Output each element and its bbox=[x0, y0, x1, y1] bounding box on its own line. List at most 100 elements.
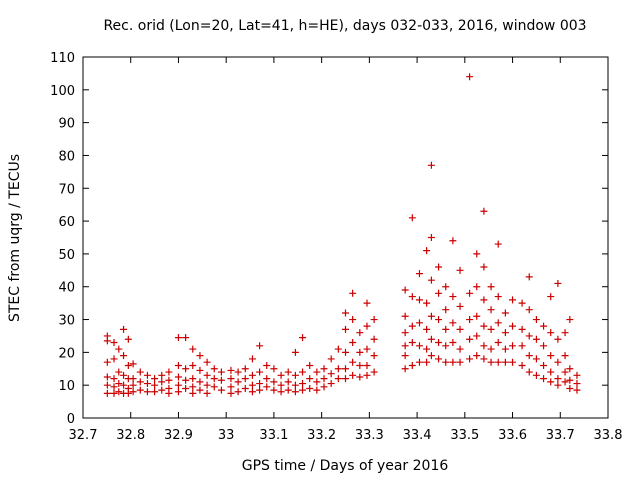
data-point bbox=[227, 389, 235, 397]
data-point bbox=[256, 342, 264, 350]
data-point bbox=[449, 293, 457, 301]
data-point bbox=[217, 376, 225, 384]
data-point bbox=[115, 368, 123, 376]
y-tick-label: 0 bbox=[67, 412, 75, 427]
data-point bbox=[363, 361, 371, 369]
data-point bbox=[487, 345, 495, 353]
data-point bbox=[110, 383, 118, 391]
data-point bbox=[573, 371, 581, 379]
data-point bbox=[532, 371, 540, 379]
data-point bbox=[234, 368, 242, 376]
data-point bbox=[291, 371, 299, 379]
data-point bbox=[151, 388, 159, 396]
data-point bbox=[120, 371, 128, 379]
data-point bbox=[449, 319, 457, 327]
data-point bbox=[423, 345, 431, 353]
data-point bbox=[561, 352, 569, 360]
data-point bbox=[189, 383, 197, 391]
data-point bbox=[189, 361, 197, 369]
data-point bbox=[284, 368, 292, 376]
data-point bbox=[217, 368, 225, 376]
data-point bbox=[449, 237, 457, 245]
data-point bbox=[174, 388, 182, 396]
data-point bbox=[480, 355, 488, 363]
data-point bbox=[299, 386, 307, 394]
data-point bbox=[174, 334, 182, 342]
data-point bbox=[547, 293, 555, 301]
data-point bbox=[518, 361, 526, 369]
data-point bbox=[234, 388, 242, 396]
data-point bbox=[356, 373, 364, 381]
data-point bbox=[423, 358, 431, 366]
data-point bbox=[165, 376, 173, 384]
data-point bbox=[129, 360, 137, 368]
data-point bbox=[189, 375, 197, 383]
data-point bbox=[532, 335, 540, 343]
x-tick-label: 33.4 bbox=[403, 428, 432, 443]
data-point bbox=[480, 207, 488, 215]
data-point bbox=[487, 325, 495, 333]
data-point bbox=[435, 289, 443, 297]
data-point bbox=[473, 352, 481, 360]
data-point bbox=[566, 365, 574, 373]
data-point bbox=[284, 386, 292, 394]
data-point bbox=[501, 309, 509, 317]
data-point bbox=[248, 371, 256, 379]
data-point bbox=[306, 361, 314, 369]
data-point bbox=[466, 355, 474, 363]
y-tick-label: 30 bbox=[58, 314, 75, 329]
data-point bbox=[158, 378, 166, 386]
data-point bbox=[227, 366, 235, 374]
data-point bbox=[299, 334, 307, 342]
data-point bbox=[241, 375, 249, 383]
data-point bbox=[363, 299, 371, 307]
data-point bbox=[158, 371, 166, 379]
data-point bbox=[415, 319, 423, 327]
data-point bbox=[227, 375, 235, 383]
data-point bbox=[110, 375, 118, 383]
data-point bbox=[210, 365, 218, 373]
data-point bbox=[401, 286, 409, 294]
data-point bbox=[277, 371, 285, 379]
data-point bbox=[554, 335, 562, 343]
data-point bbox=[256, 386, 264, 394]
data-point bbox=[540, 375, 548, 383]
x-tick-label: 33.6 bbox=[498, 428, 527, 443]
data-point bbox=[466, 316, 474, 324]
data-point bbox=[525, 306, 533, 314]
data-point bbox=[349, 316, 357, 324]
data-point bbox=[227, 383, 235, 391]
data-point bbox=[203, 358, 211, 366]
data-point bbox=[501, 345, 509, 353]
data-point bbox=[370, 316, 378, 324]
data-point bbox=[554, 375, 562, 383]
data-point bbox=[449, 358, 457, 366]
y-tick-label: 70 bbox=[58, 182, 75, 197]
data-point bbox=[241, 365, 249, 373]
data-point bbox=[120, 325, 128, 333]
data-point bbox=[196, 352, 204, 360]
x-axis: 32.7 32.8 32.9 33 33.1 33.2 33.3 33.4 33.5 33.6 33… bbox=[69, 57, 622, 443]
data-point bbox=[473, 332, 481, 340]
data-point bbox=[501, 358, 509, 366]
data-point bbox=[203, 381, 211, 389]
data-point bbox=[561, 329, 569, 337]
data-point bbox=[547, 352, 555, 360]
data-point bbox=[124, 361, 132, 369]
data-point bbox=[210, 383, 218, 391]
data-point bbox=[363, 371, 371, 379]
data-point bbox=[256, 380, 264, 388]
data-point bbox=[370, 368, 378, 376]
data-point bbox=[408, 361, 416, 369]
data-point bbox=[509, 342, 517, 350]
data-point bbox=[547, 368, 555, 376]
data-point bbox=[494, 293, 502, 301]
y-tick-label: 20 bbox=[58, 346, 75, 361]
data-point bbox=[299, 368, 307, 376]
data-point bbox=[182, 376, 190, 384]
x-tick-label: 32.9 bbox=[164, 428, 193, 443]
data-point bbox=[442, 283, 450, 291]
data-point bbox=[442, 358, 450, 366]
data-point bbox=[518, 325, 526, 333]
